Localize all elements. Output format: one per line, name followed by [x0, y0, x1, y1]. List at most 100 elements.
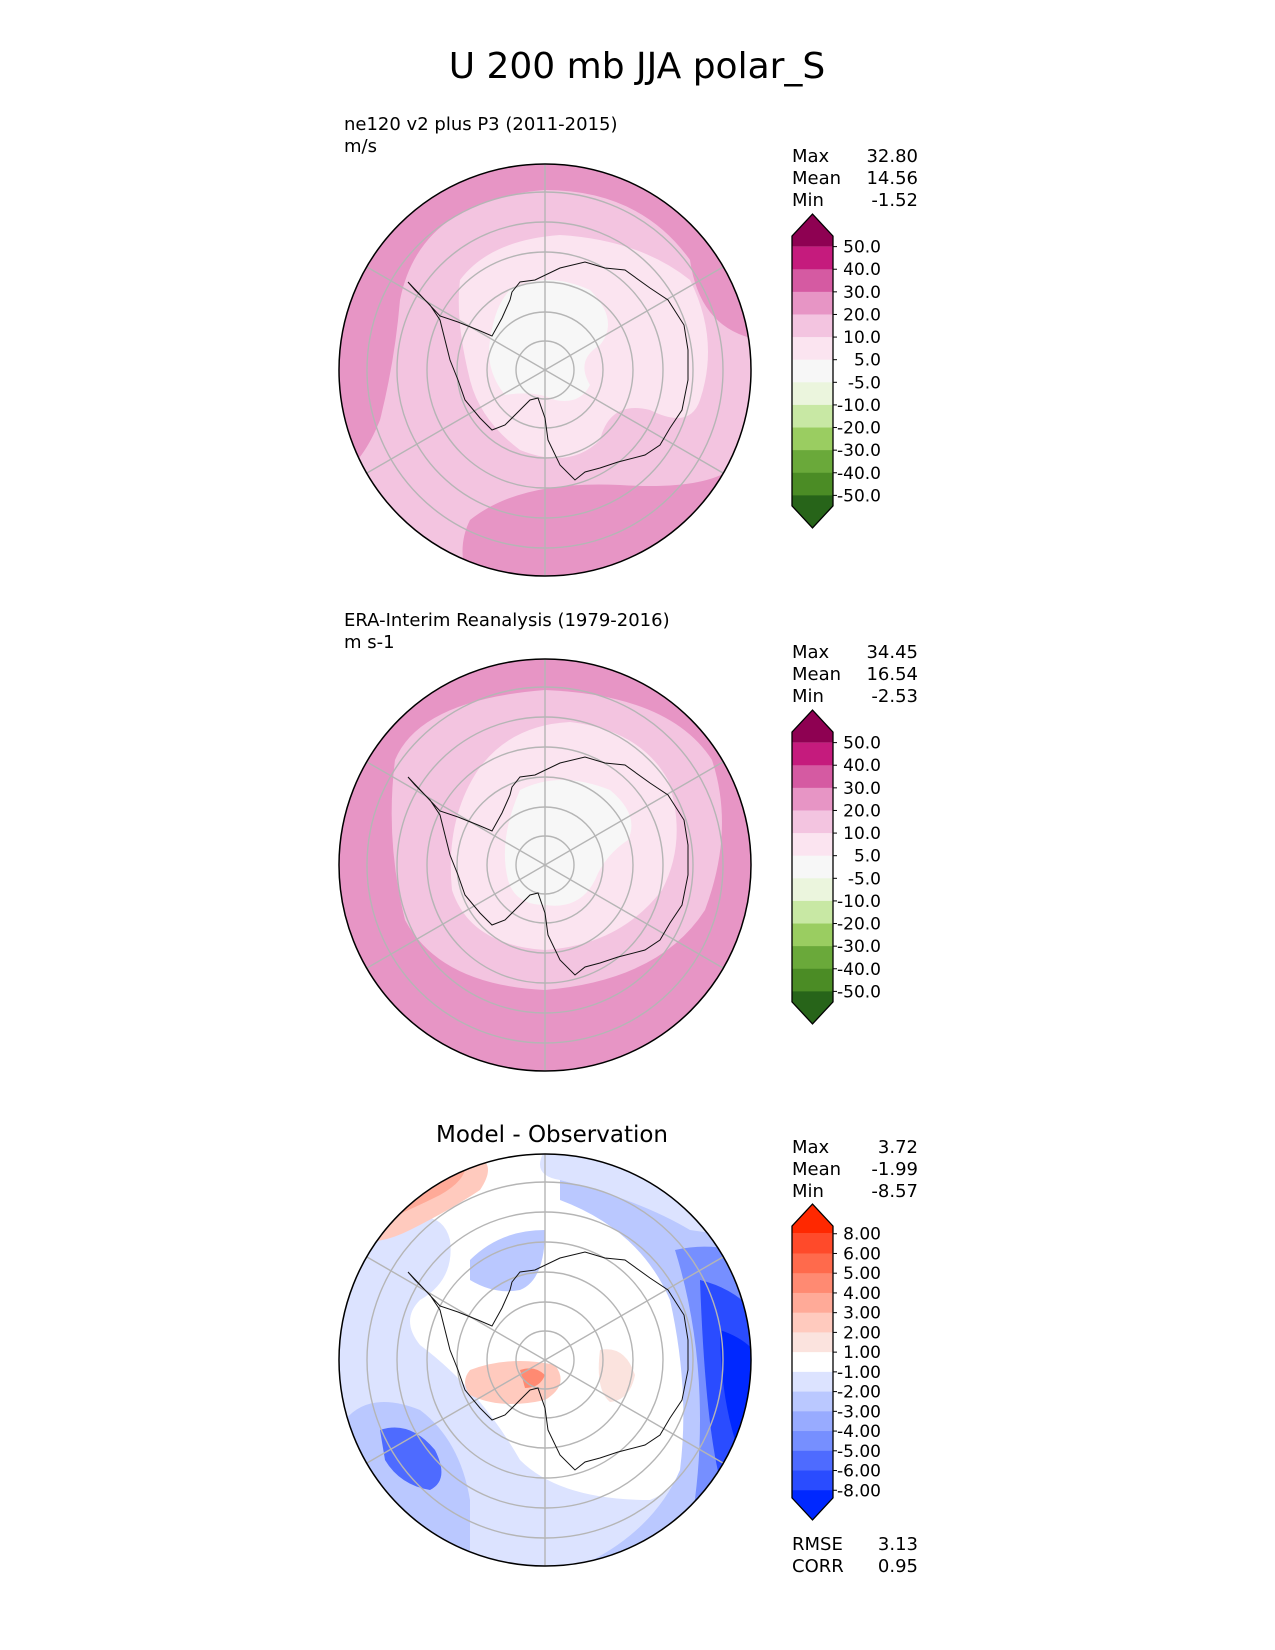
colorbar-swatch: [792, 314, 833, 338]
colorbar-swatch: [792, 1312, 833, 1333]
colorbar-swatch: [792, 472, 833, 496]
field-band: [489, 280, 608, 401]
field-band: [598, 1349, 635, 1402]
colorbar-swatch: [792, 855, 833, 879]
colorbar-tick-label: 30.0: [843, 283, 881, 303]
panel-reference: ERA-Interim Reanalysis (1979-2016) m s-1…: [338, 610, 918, 1072]
stat-max-value: 32.80: [866, 146, 918, 167]
colorbar-tick-label: -4.00: [837, 1422, 881, 1442]
colorbar-tick-label: -5.0: [848, 869, 881, 889]
colorbar-tick-label: 8.00: [843, 1225, 881, 1245]
colorbar-tick-label: -5.0: [848, 373, 881, 393]
colorbar-swatch: [792, 291, 833, 315]
colorbar-tick-label: -30.0: [837, 441, 881, 461]
panel-difference-stats: Max 3.72 Mean -1.99 Min -8.57 RMSE 3.13 …: [792, 1137, 918, 1577]
stat-max-label: Max: [792, 146, 830, 167]
colorbar-tick-label: -10.0: [837, 396, 881, 416]
colorbar-swatch: [792, 810, 833, 834]
colorbar-tick-label: 50.0: [843, 238, 881, 258]
colorbar-swatch: [792, 214, 833, 247]
stat-max-value: 3.72: [878, 1137, 918, 1158]
stat-max-label: Max: [792, 1137, 830, 1158]
colorbar-swatch: [792, 710, 833, 743]
colorbar-tick-label: -30.0: [837, 937, 881, 957]
panel-reference-title: ERA-Interim Reanalysis (1979-2016): [344, 610, 670, 631]
colorbar-swatch: [792, 1233, 833, 1254]
panel-reference-colorbar: 50.040.0 30.020.0 10.0 5.0-5.0 -10.0 -20.0-30…: [791, 709, 881, 1025]
colorbar-swatch: [792, 833, 833, 857]
map-border: [338, 163, 752, 577]
colorbar-tick-label: 50.0: [843, 734, 881, 754]
colorbar-swatch: [792, 1450, 833, 1472]
colorbar-swatch: [792, 1490, 833, 1520]
colorbar-swatch: [792, 337, 833, 361]
colorbar-tick-label: 5.0: [854, 351, 881, 371]
colorbar-tick-label: -1.00: [837, 1363, 881, 1383]
colorbar-tick-label: 1.00: [843, 1343, 881, 1363]
stat-max-value: 34.45: [866, 642, 918, 663]
rmse-label: RMSE: [792, 1534, 843, 1555]
colorbar-tick-label: -40.0: [837, 464, 881, 484]
colorbar-tick-label: 20.0: [843, 801, 881, 821]
colorbar-tick-label: -50.0: [837, 486, 881, 506]
stat-min-label: Min: [792, 1181, 824, 1202]
stat-max-label: Max: [792, 642, 830, 663]
colorbar-outline: [791, 1203, 834, 1521]
colorbar-tick-label: -20.0: [837, 419, 881, 439]
field-band: [520, 1368, 545, 1388]
figure-title: U 200 mb JJA polar_S: [449, 46, 826, 87]
map-border: [338, 658, 752, 1072]
colorbar-tick-label: 30.0: [843, 779, 881, 799]
colorbar-tick-label: 6.00: [843, 1244, 881, 1264]
colorbar-tick-label: 40.0: [843, 260, 881, 280]
stat-mean-value: -1.99: [871, 1159, 918, 1180]
field-band: [470, 1230, 545, 1292]
stat-mean-label: Mean: [792, 664, 841, 685]
panel-test-units: m/s: [344, 136, 377, 157]
colorbar-tick-label: 4.00: [843, 1284, 881, 1304]
stat-mean-label: Mean: [792, 168, 841, 189]
panel-reference-units: m s-1: [344, 632, 395, 653]
colorbar-tick-label: 3.00: [843, 1304, 881, 1324]
colorbar-tick-label: 10.0: [843, 328, 881, 348]
panel-difference-colorbar: 8.006.005.004.003.002.001.00-1.00-2.00-3…: [791, 1203, 881, 1521]
colorbar-tick-label: 5.00: [843, 1264, 881, 1284]
colorbar-tick-label: -3.00: [837, 1402, 881, 1422]
stat-min-value: -2.53: [871, 686, 918, 707]
colorbar-swatch: [792, 787, 833, 811]
field-band: [380, 1427, 442, 1490]
stat-mean-value: 16.54: [866, 664, 918, 685]
colorbar-tick-label: 40.0: [843, 756, 881, 776]
colorbar-tick-label: -2.00: [837, 1383, 881, 1403]
colorbar-swatch: [792, 742, 833, 766]
colorbar-tick-label: -50.0: [837, 982, 881, 1002]
colorbar-swatch: [792, 1204, 833, 1234]
stat-mean-value: 14.56: [866, 168, 918, 189]
colorbar-swatch: [792, 1431, 833, 1452]
coastline: [407, 1251, 689, 1471]
corr-value: 0.95: [878, 1556, 918, 1577]
colorbar-swatch: [792, 359, 833, 383]
field-band: [504, 780, 632, 906]
colorbar-tick-label: 5.0: [854, 847, 881, 867]
colorbar-swatch: [792, 1292, 833, 1314]
coastline: [407, 261, 689, 481]
colorbar-swatch: [792, 1352, 833, 1373]
colorbar-swatch: [792, 427, 833, 451]
colorbar-swatch: [792, 1391, 833, 1412]
colorbar-swatch: [792, 404, 833, 429]
colorbar-tick-label: -10.0: [837, 892, 881, 912]
panel-reference-stats: Max 34.45 Mean 16.54 Min -2.53: [792, 642, 918, 707]
panel-test: ne120 v2 plus P3 (2011-2015) m/s Max 32.…: [338, 114, 918, 577]
panel-test-stats: Max 32.80 Mean 14.56 Min -1.52: [792, 146, 918, 211]
coastline: [407, 756, 689, 976]
colorbar-swatch: [792, 1470, 833, 1491]
stat-min-value: -1.52: [871, 190, 918, 211]
colorbar-swatch: [792, 495, 833, 528]
map-border: [338, 1153, 752, 1567]
colorbar-outline: [791, 709, 834, 1025]
colorbar-swatch: [792, 450, 833, 474]
stat-min-value: -8.57: [871, 1181, 918, 1202]
colorbar-outline: [791, 213, 834, 529]
